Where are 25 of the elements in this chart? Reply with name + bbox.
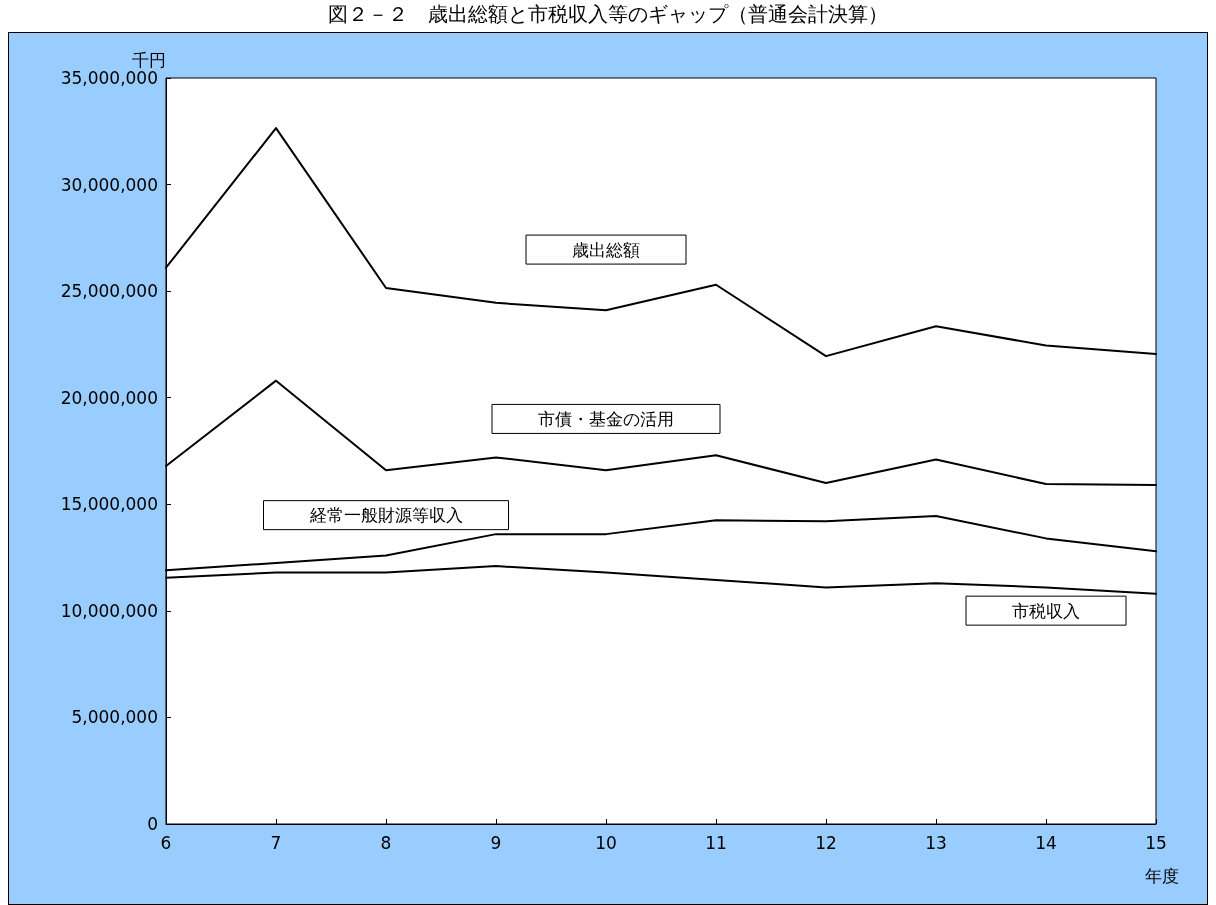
- series-label: 市債・基金の活用: [538, 408, 674, 429]
- text: 歳出総額: [572, 239, 640, 260]
- x-tick-label: 6: [160, 832, 172, 853]
- x-tick-label: 11: [705, 832, 727, 853]
- y-tick-label: 5,000,000: [71, 707, 158, 728]
- y-tick-label: 25,000,000: [60, 281, 158, 302]
- y-tick-label: 35,000,000: [60, 68, 158, 88]
- y-tick-label: 10,000,000: [60, 600, 158, 621]
- x-tick-label: 7: [270, 832, 282, 853]
- y-tick-label: 20,000,000: [60, 387, 158, 408]
- y-tick-label: 15,000,000: [60, 494, 158, 515]
- x-tick-label: 12: [815, 832, 837, 853]
- x-tick-label: 10: [595, 832, 617, 853]
- x-axis-title: 年度: [1145, 865, 1179, 886]
- y-tick-label: 30,000,000: [60, 174, 158, 195]
- x-tick-label: 15: [1145, 832, 1167, 853]
- x-tick-label: 8: [380, 832, 392, 853]
- x-tick-label: 14: [1035, 832, 1057, 853]
- y-tick-label: 0: [147, 814, 158, 834]
- series-label: 市税収入: [1012, 600, 1080, 621]
- y-axis-title: 千円: [132, 49, 166, 70]
- chart-title: 図２－２ 歳出総額と市税収入等のギャップ（普通会計決算）: [327, 1, 889, 28]
- series-label: 経常一般財源等収入: [308, 505, 463, 526]
- x-tick-label: 9: [490, 832, 502, 853]
- x-tick-label: 13: [925, 832, 947, 853]
